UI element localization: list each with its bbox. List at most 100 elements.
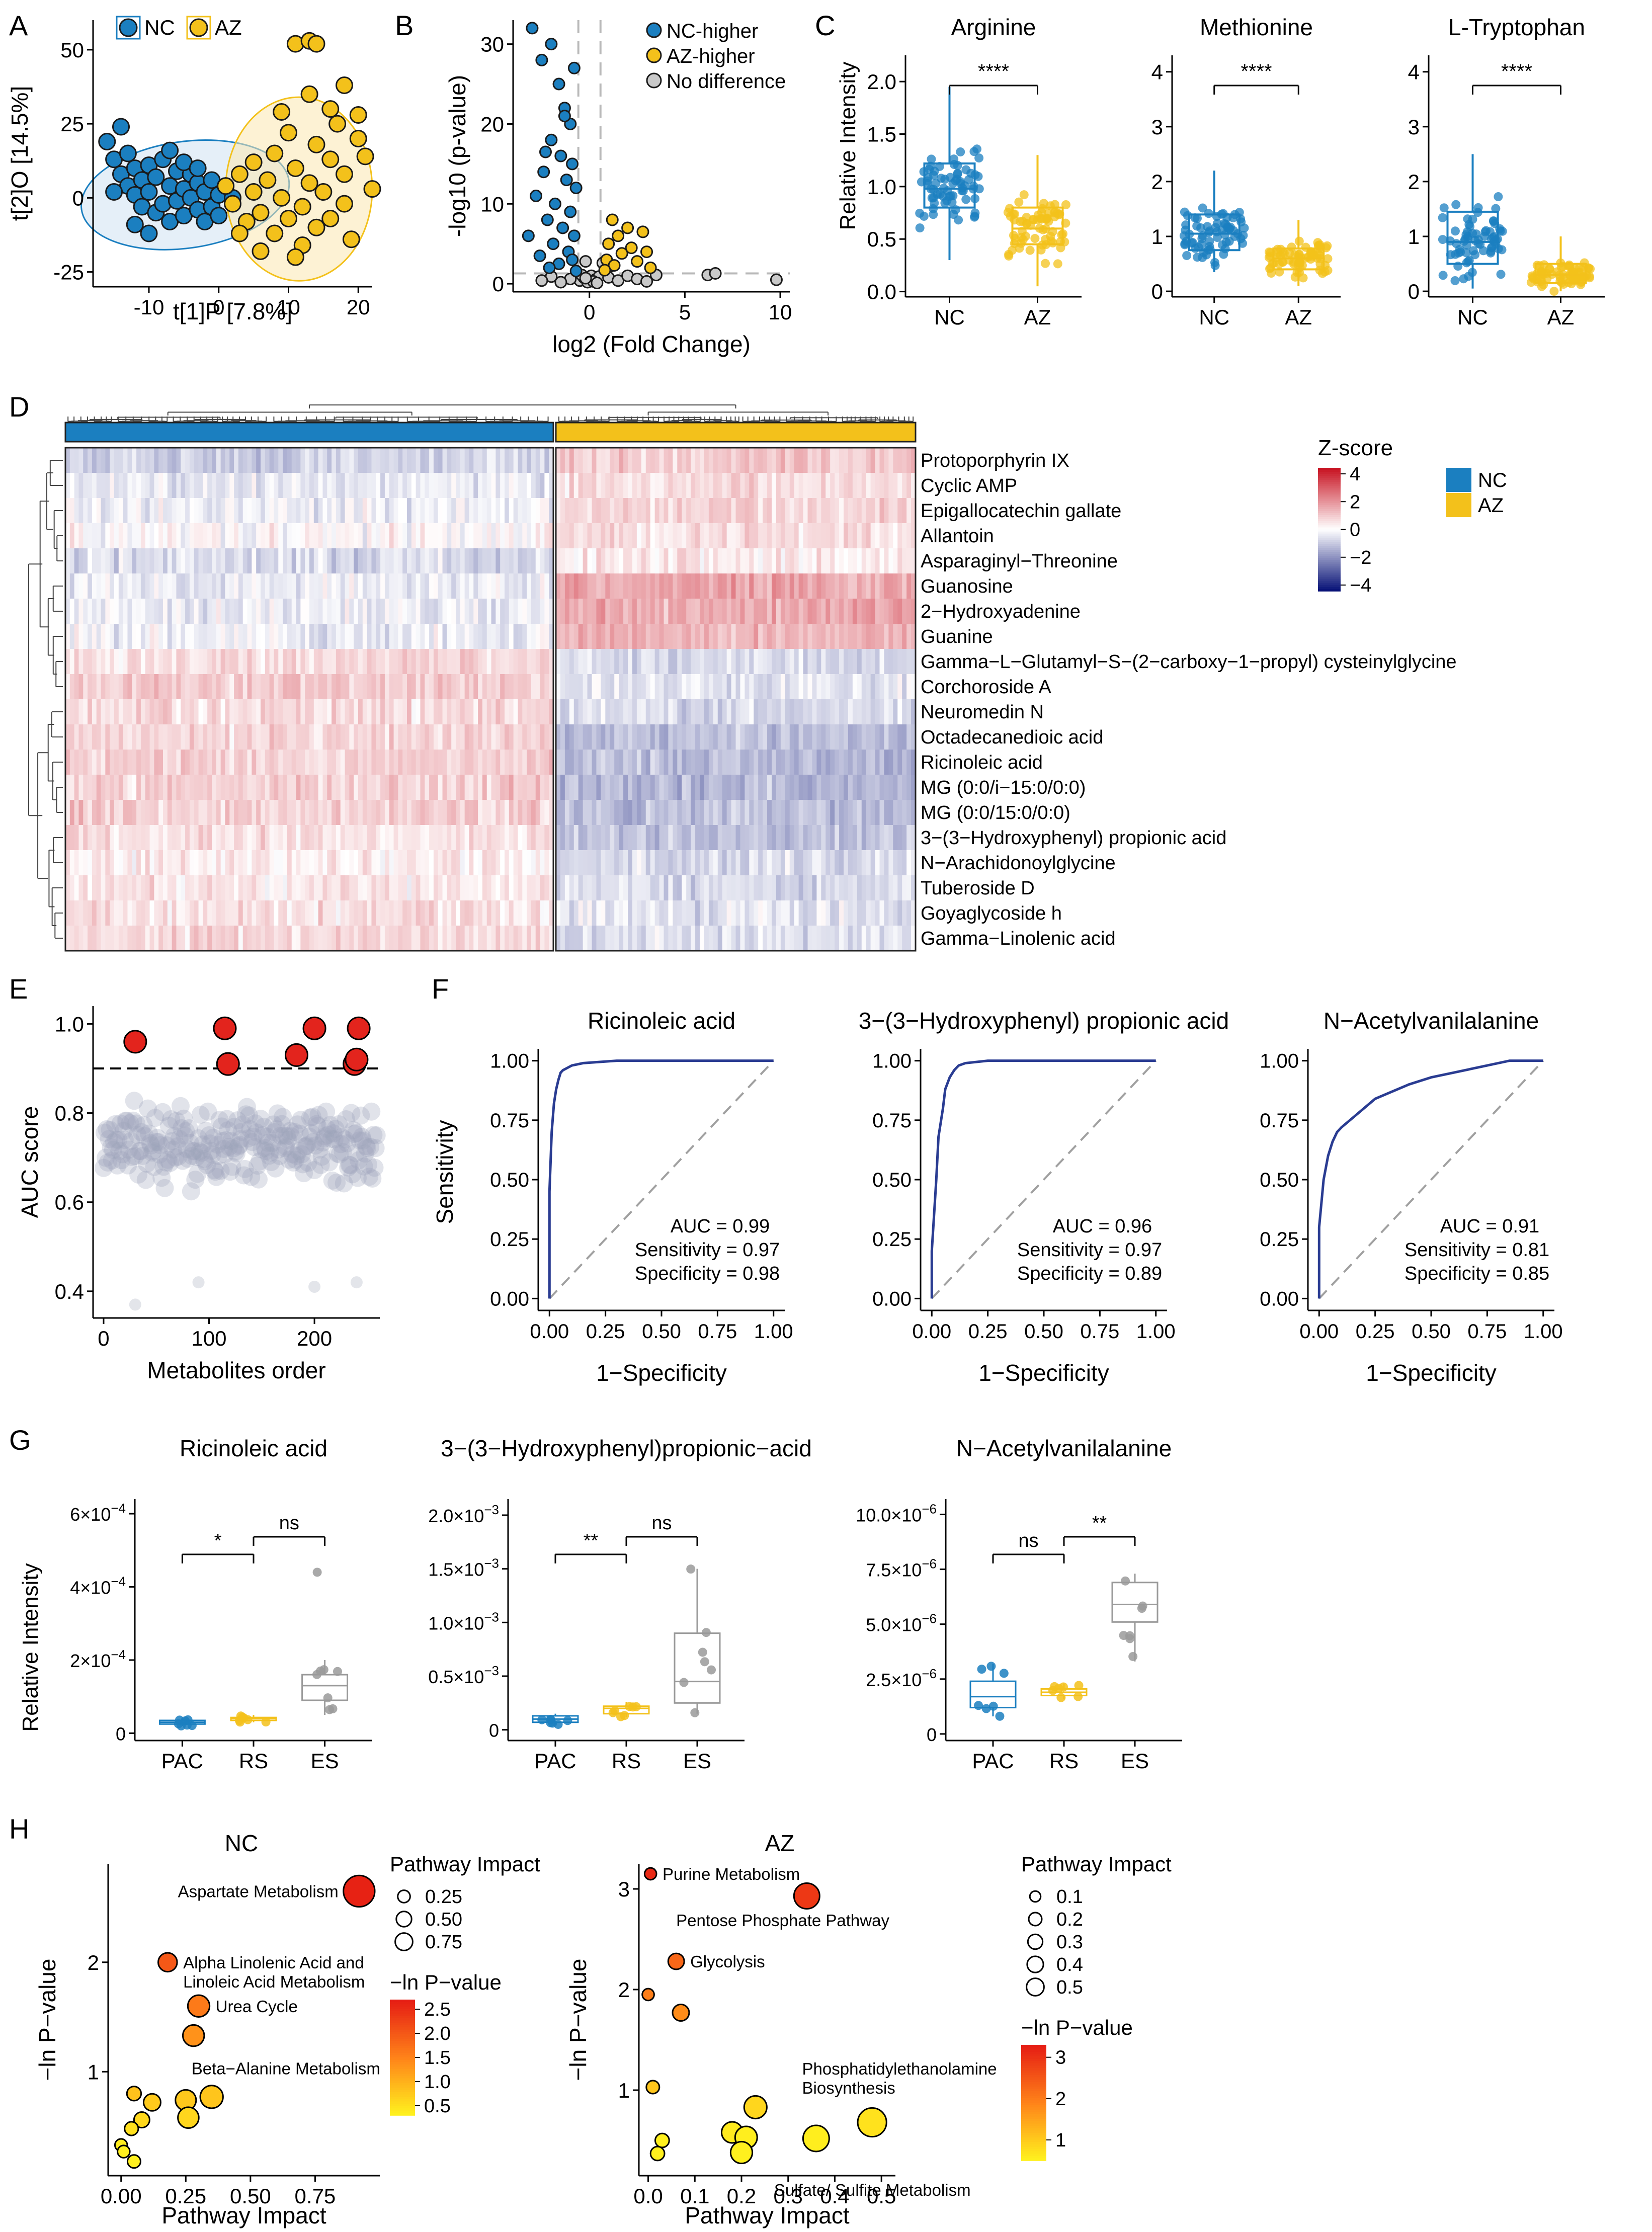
- heatmap-cell: [754, 649, 759, 675]
- heatmap-cell: [682, 699, 687, 725]
- heatmap-cell: [486, 649, 492, 675]
- heatmap-cell: [252, 498, 257, 524]
- heatmap-cell: [105, 724, 110, 750]
- heatmap-cell: [384, 800, 390, 825]
- heatmap-cell: [242, 724, 248, 750]
- heatmap-cell: [686, 523, 691, 549]
- heatmap-cell: [682, 926, 687, 951]
- heatmap-cell: [556, 448, 561, 473]
- heatmap-cell: [358, 573, 363, 599]
- pca-point-az: [280, 124, 297, 142]
- heatmap-cell: [758, 473, 763, 499]
- heatmap-cell: [772, 649, 777, 675]
- boxplot-c-point: [1450, 276, 1460, 285]
- heatmap-cell: [300, 900, 305, 926]
- heatmap-cell: [879, 926, 885, 951]
- pca-point-az: [252, 242, 270, 260]
- heatmap-cell: [442, 724, 447, 750]
- heatmap-cell: [229, 900, 234, 926]
- heatmap-cell: [456, 825, 461, 851]
- boxplot-c-point: [1015, 243, 1024, 253]
- heatmap-cell: [229, 724, 234, 750]
- heatmap-cell: [664, 724, 669, 750]
- heatmap-cell: [438, 699, 443, 725]
- heatmap-cell: [821, 926, 826, 951]
- heatmap-cell: [371, 599, 376, 624]
- heatmap-cell: [83, 523, 88, 549]
- heatmap-cell: [560, 523, 565, 549]
- heatmap-cell: [821, 498, 826, 524]
- heatmap-cell: [556, 473, 561, 499]
- heatmap-cell: [172, 775, 177, 800]
- heatmap-cell: [654, 599, 660, 624]
- heatmap-cell: [798, 548, 804, 574]
- heatmap-cell: [875, 624, 880, 649]
- heatmap-cell: [816, 900, 821, 926]
- heatmap-cell: [888, 900, 893, 926]
- heatmap-cell: [776, 498, 781, 524]
- heatmap-cell: [464, 775, 470, 800]
- heatmap-cell: [911, 674, 916, 700]
- heatmap-cell: [118, 775, 124, 800]
- heatmap-cell: [745, 674, 750, 700]
- heatmap-cell: [198, 473, 203, 499]
- heatmap-cell: [794, 523, 799, 549]
- heatmap-cell: [668, 800, 673, 825]
- heatmap-cell: [460, 573, 465, 599]
- heatmap-cell: [911, 573, 916, 599]
- heatmap-cell: [619, 573, 624, 599]
- heatmap-cell: [456, 498, 461, 524]
- heatmap-cell: [513, 674, 519, 700]
- heatmap-cell: [349, 900, 354, 926]
- heatmap-cell: [807, 448, 813, 473]
- heatmap-cell: [902, 724, 907, 750]
- heatmap-cell: [140, 775, 146, 800]
- heatmap-cell: [416, 699, 421, 725]
- heatmap-cell: [776, 523, 781, 549]
- heatmap-cell: [772, 775, 777, 800]
- heatmap-cell: [601, 523, 606, 549]
- heatmap-cell: [332, 599, 337, 624]
- heatmap-cell: [145, 624, 150, 649]
- heatmap-cell: [645, 750, 651, 775]
- heatmap-cell: [726, 875, 732, 901]
- heatmap-cell: [544, 473, 549, 499]
- heatmap-cell: [531, 473, 536, 499]
- heatmap-cell: [623, 825, 628, 851]
- heatmap-cell: [758, 674, 763, 700]
- boxplot-c-y-label: Relative Intensity: [836, 61, 860, 230]
- heatmap-cell: [140, 825, 146, 851]
- pca-point-az: [300, 174, 318, 192]
- heatmap-cell: [861, 699, 867, 725]
- heatmap-cell: [340, 599, 346, 624]
- heatmap-cell: [549, 448, 554, 473]
- heatmap-cell: [238, 926, 243, 951]
- heatmap-cell: [857, 548, 862, 574]
- heatmap-cell: [269, 599, 275, 624]
- heatmap-cell: [212, 775, 217, 800]
- heatmap-cell: [340, 674, 346, 700]
- pca-point-az: [300, 85, 318, 103]
- heatmap-cell: [456, 674, 461, 700]
- heatmap-cell: [189, 775, 195, 800]
- heatmap-cell: [433, 926, 439, 951]
- heatmap-cell: [402, 775, 407, 800]
- heatmap-cell: [789, 624, 795, 649]
- heatmap-cell: [212, 900, 217, 926]
- heatmap-cell: [256, 800, 261, 825]
- heatmap-cell: [527, 523, 532, 549]
- heatmap-cell: [163, 674, 168, 700]
- heatmap-cell: [411, 825, 417, 851]
- heatmap-cell: [578, 448, 584, 473]
- heatmap-cell: [305, 674, 310, 700]
- heatmap-cell: [194, 775, 199, 800]
- heatmap-cell: [327, 599, 332, 624]
- heatmap-cell: [686, 473, 691, 499]
- pca-point-az: [230, 224, 249, 242]
- heatmap-cell: [207, 775, 212, 800]
- heatmap-cell: [614, 448, 619, 473]
- heatmap-cell: [870, 699, 876, 725]
- heatmap-cell: [371, 900, 376, 926]
- heatmap-cell: [839, 699, 844, 725]
- heatmap-cell: [242, 548, 248, 574]
